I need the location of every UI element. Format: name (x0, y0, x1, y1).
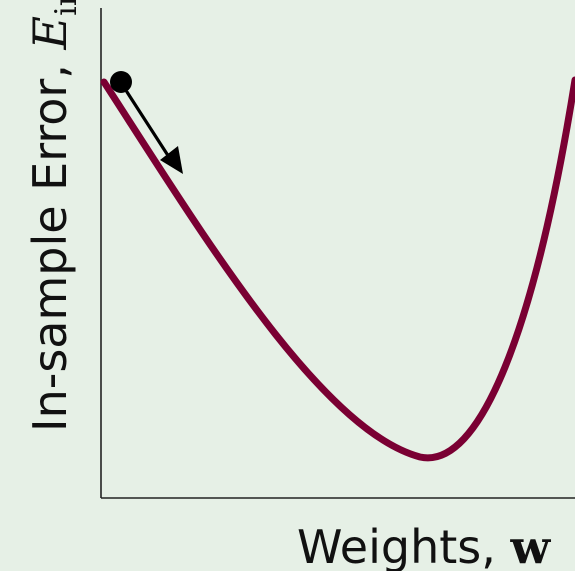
error-curve (100, 76, 575, 462)
arrow-down-right-icon (125, 90, 183, 174)
svg-text:In-sample Error, Ein: In-sample Error, Ein (23, 0, 84, 432)
x-axis-label: Weights, w (297, 520, 551, 571)
y-axis-label: In-sample Error, Ein (23, 0, 84, 432)
ball-icon (110, 71, 132, 93)
